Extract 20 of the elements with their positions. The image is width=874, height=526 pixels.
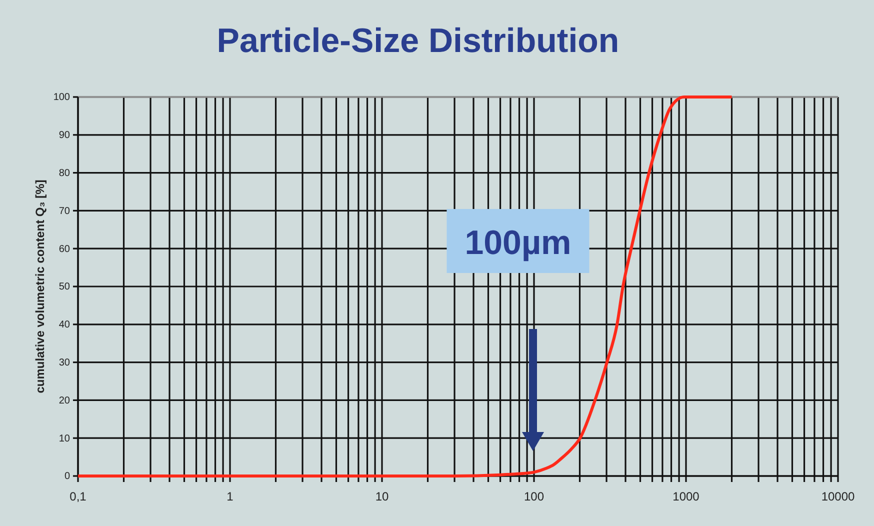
y-tick-label: 80	[58, 168, 70, 179]
y-tick-label: 50	[58, 282, 70, 293]
y-tick-label: 70	[58, 206, 70, 217]
x-tick-label: 0,1	[70, 490, 87, 504]
y-tick-label: 100	[53, 92, 70, 104]
y-axis-title: cumulative volumetric content Q₃ [%]	[33, 180, 47, 394]
y-tick-label: 40	[58, 320, 70, 331]
y-tick-label: 90	[58, 130, 70, 142]
y-tick-label: 0	[64, 471, 70, 482]
x-tick-label: 10	[375, 490, 389, 504]
chart-title: Particle-Size Distribution	[216, 22, 620, 60]
y-tick-label: 30	[58, 358, 70, 368]
x-tick-label: 1	[226, 490, 234, 504]
y-tick-label: 10	[58, 433, 70, 444]
x-tick-label: 100	[524, 490, 544, 504]
y-tick-label: 20	[58, 395, 70, 406]
annotation: 100µm	[464, 224, 572, 262]
y-tick-label: 60	[58, 244, 70, 255]
x-tick-label: 10000	[821, 490, 856, 504]
x-tick-label: 1000	[672, 490, 700, 504]
